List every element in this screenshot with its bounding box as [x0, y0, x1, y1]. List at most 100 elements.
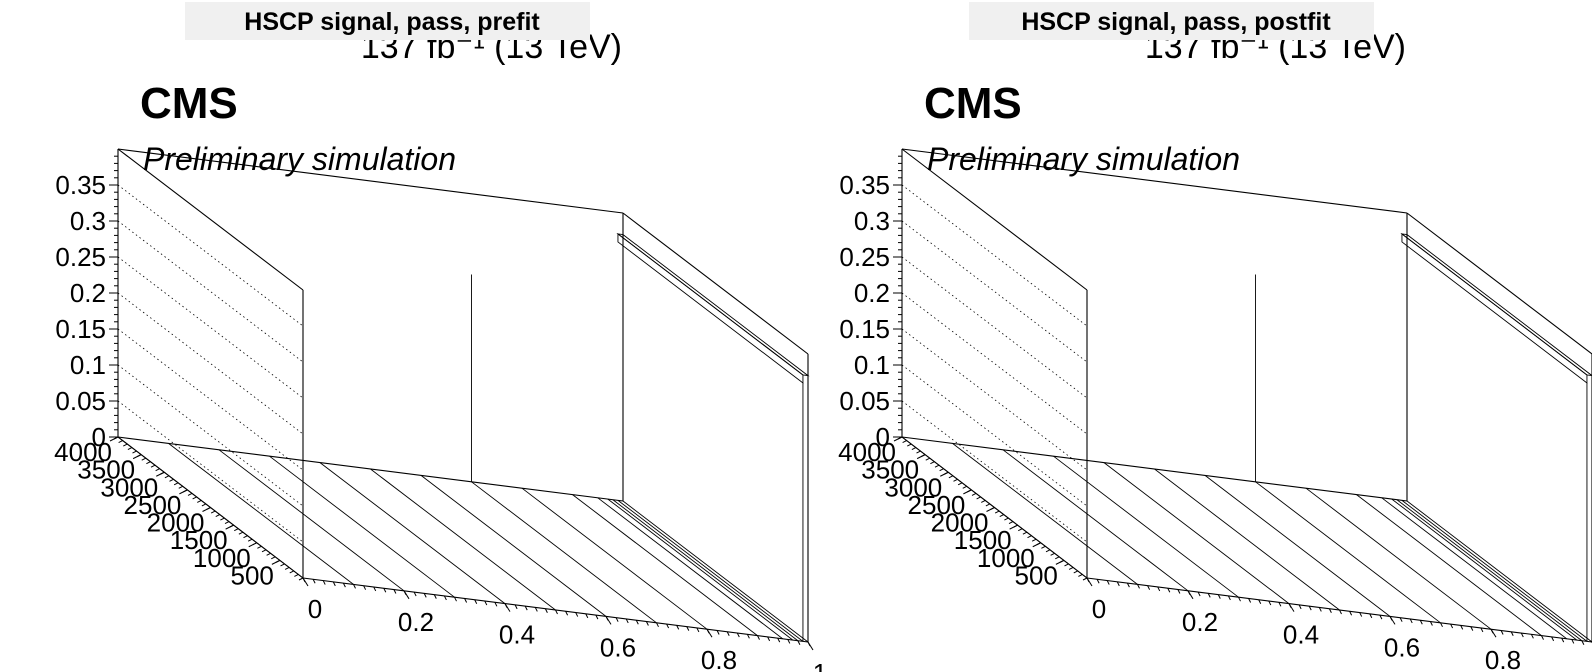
y-minor-tick [934, 464, 940, 468]
x-minor-tick [312, 579, 316, 584]
y-minor-tick [173, 482, 179, 486]
y-minor-tick [187, 492, 193, 496]
y-minor-tick [1004, 517, 1009, 521]
y-tick-label: 2000 [147, 508, 205, 538]
y-minor-tick [994, 510, 1000, 514]
y-minor-tick [141, 457, 146, 461]
y-minor-tick [925, 457, 930, 461]
x-minor-tick [423, 593, 427, 598]
x-minor-tick [1147, 585, 1151, 590]
y-minor-tick [944, 471, 949, 475]
y-minor-tick [967, 489, 972, 493]
x-minor-tick [1541, 635, 1544, 640]
y-tick-label: 4000 [54, 437, 112, 467]
x-minor-tick [1369, 613, 1373, 619]
x-minor-tick [676, 625, 680, 630]
x-minor-tick [706, 628, 710, 634]
x-minor-tick [635, 620, 639, 625]
y-minor-tick [127, 447, 133, 451]
y-minor-tick [206, 507, 211, 510]
x-minor-tick [686, 626, 690, 631]
y-minor-tick [220, 517, 225, 521]
y-tick-label: 1000 [193, 543, 251, 573]
y-tick-label: 2500 [908, 490, 966, 520]
cms-label: CMS [924, 79, 1022, 128]
x-minor-tick [595, 614, 599, 620]
x-minor-tick [332, 581, 336, 587]
x-tick-label: 0.2 [398, 607, 434, 637]
x-minor-tick [1096, 579, 1100, 584]
x-minor-tick [1177, 589, 1181, 594]
x-minor-tick [575, 612, 579, 617]
x-minor-tick [1308, 605, 1312, 611]
x-minor-tick [1359, 612, 1363, 617]
x-minor-tick [1197, 591, 1201, 597]
x-minor-tick [1450, 623, 1454, 629]
lego-bin-edge [607, 498, 794, 641]
y-minor-tick [897, 436, 903, 440]
z-tick-label: 0.1 [70, 350, 106, 380]
axis-frame-edge [901, 148, 1088, 291]
axis-frame-edge [1406, 212, 1592, 355]
z-tick-label: 0 [92, 422, 106, 452]
x-minor-tick [1581, 640, 1585, 645]
lego-bin-edge [1255, 481, 1441, 624]
y-minor-tick [215, 514, 220, 517]
x-minor-tick [1490, 628, 1494, 634]
y-minor-tick [294, 574, 299, 577]
grid-line-left [901, 400, 1088, 543]
plot-title: HSCP signal, pass, prefit [244, 8, 540, 36]
x-minor-tick [1248, 598, 1252, 603]
lego-bin-edge [572, 494, 758, 636]
y-minor-tick [113, 436, 119, 440]
x-minor-tick [1328, 608, 1332, 613]
y-minor-tick [902, 440, 907, 443]
x-minor-tick [1187, 590, 1191, 596]
x-minor-tick [736, 632, 740, 638]
lego-bin-edge [1053, 455, 1239, 598]
x-tick-label: 0 [1092, 594, 1106, 624]
x-minor-tick [1157, 586, 1161, 592]
y-minor-tick [953, 478, 958, 482]
x-minor-tick [1137, 584, 1140, 589]
y-minor-tick [146, 461, 151, 465]
lego-bin-edge [617, 500, 804, 642]
y-minor-tick [1073, 570, 1078, 574]
y-minor-tick [1041, 545, 1046, 549]
z-tick-label: 0.2 [854, 278, 890, 308]
y-minor-tick [999, 514, 1004, 517]
lego-bin-edge [1396, 499, 1583, 642]
y-minor-tick [136, 454, 142, 458]
x-minor-tick [342, 582, 346, 588]
x-minor-tick [363, 585, 367, 590]
lego-bin-edge [612, 499, 799, 642]
x-minor-tick [1258, 599, 1262, 604]
x-minor-tick [1551, 636, 1555, 642]
y-minor-tick [123, 443, 128, 447]
z-tick-label: 0.1 [854, 350, 890, 380]
lego-bin-edge [1401, 500, 1588, 642]
x-minor-tick [1126, 582, 1130, 588]
x-tick-label: 0.6 [1384, 632, 1420, 662]
lego-bin-edge [1381, 497, 1568, 640]
z-tick-label: 0.25 [839, 242, 890, 272]
x-minor-tick [1379, 614, 1383, 620]
grid-line-left [117, 328, 304, 471]
plot-title: HSCP signal, pass, postfit [1021, 8, 1331, 36]
y-minor-tick [1068, 566, 1074, 570]
y-tick-label: 1500 [170, 525, 228, 555]
grid-line-left [117, 184, 304, 327]
x-minor-tick [757, 635, 760, 640]
y-minor-tick [247, 538, 253, 542]
x-minor-tick [443, 595, 447, 601]
x-tick-label: 0.6 [600, 632, 636, 662]
y-minor-tick [289, 570, 294, 574]
y-minor-tick [238, 531, 244, 535]
y-minor-tick [976, 496, 981, 500]
y-minor-tick [192, 496, 197, 500]
axis-frame-edge [901, 148, 1408, 214]
y-minor-tick [164, 475, 170, 479]
lego-bin-edge [597, 497, 784, 640]
y-minor-tick [1064, 563, 1069, 567]
x-minor-tick [1268, 600, 1272, 606]
